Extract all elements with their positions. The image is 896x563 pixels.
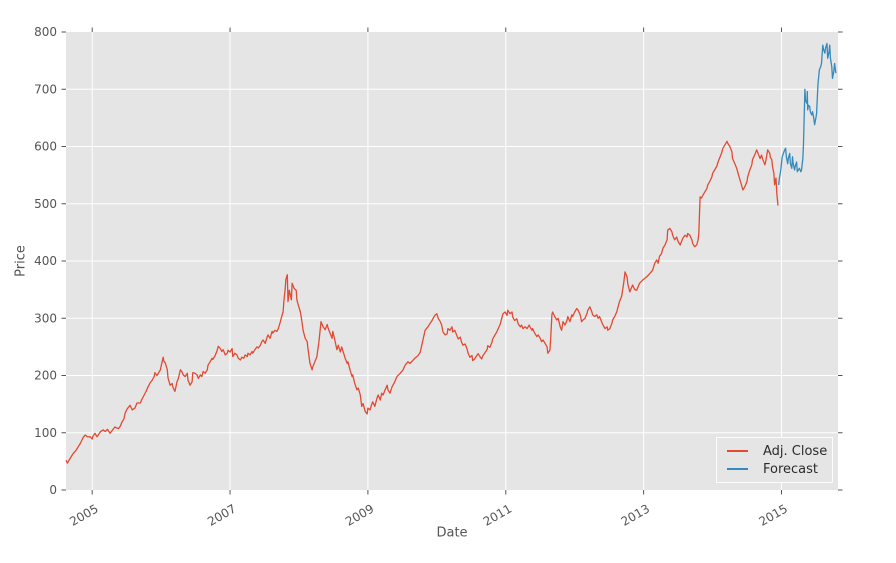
series-line-adj-close: [65, 140, 779, 464]
legend-entry-forecast: Forecast: [717, 460, 832, 478]
legend-entry-adj-close: Adj. Close: [717, 442, 832, 460]
y-tick-labels: 0 100 200 300 400 500 600 700 800: [34, 25, 57, 497]
y-axis-title: Price: [13, 245, 29, 277]
adj-close-line-swatch: [727, 450, 748, 452]
svg-text:100: 100: [34, 426, 57, 440]
legend-label-forecast: Forecast: [763, 461, 819, 477]
svg-text:2015: 2015: [757, 501, 790, 528]
series-line-forecast: [778, 42, 837, 185]
svg-text:300: 300: [34, 311, 57, 325]
svg-text:800: 800: [34, 25, 57, 39]
svg-text:700: 700: [34, 82, 57, 96]
gridlines: [66, 32, 838, 490]
legend: Adj. Close Forecast: [716, 437, 833, 483]
svg-text:0: 0: [49, 483, 57, 497]
legend-label-adj-close: Adj. Close: [763, 443, 828, 459]
svg-text:2005: 2005: [67, 501, 100, 528]
svg-text:2007: 2007: [205, 501, 238, 528]
x-axis-title: Date: [436, 525, 468, 541]
svg-text:2013: 2013: [619, 501, 652, 528]
forecast-line-swatch: [727, 468, 748, 470]
svg-text:500: 500: [34, 197, 57, 211]
tick-marks: [61, 27, 843, 495]
svg-text:600: 600: [34, 140, 57, 154]
svg-text:200: 200: [34, 369, 57, 383]
svg-text:2009: 2009: [343, 501, 376, 528]
x-tick-labels: 2005 2007 2009 2011 2013 2015: [67, 501, 790, 528]
svg-text:400: 400: [34, 254, 57, 268]
svg-text:2011: 2011: [481, 501, 514, 528]
